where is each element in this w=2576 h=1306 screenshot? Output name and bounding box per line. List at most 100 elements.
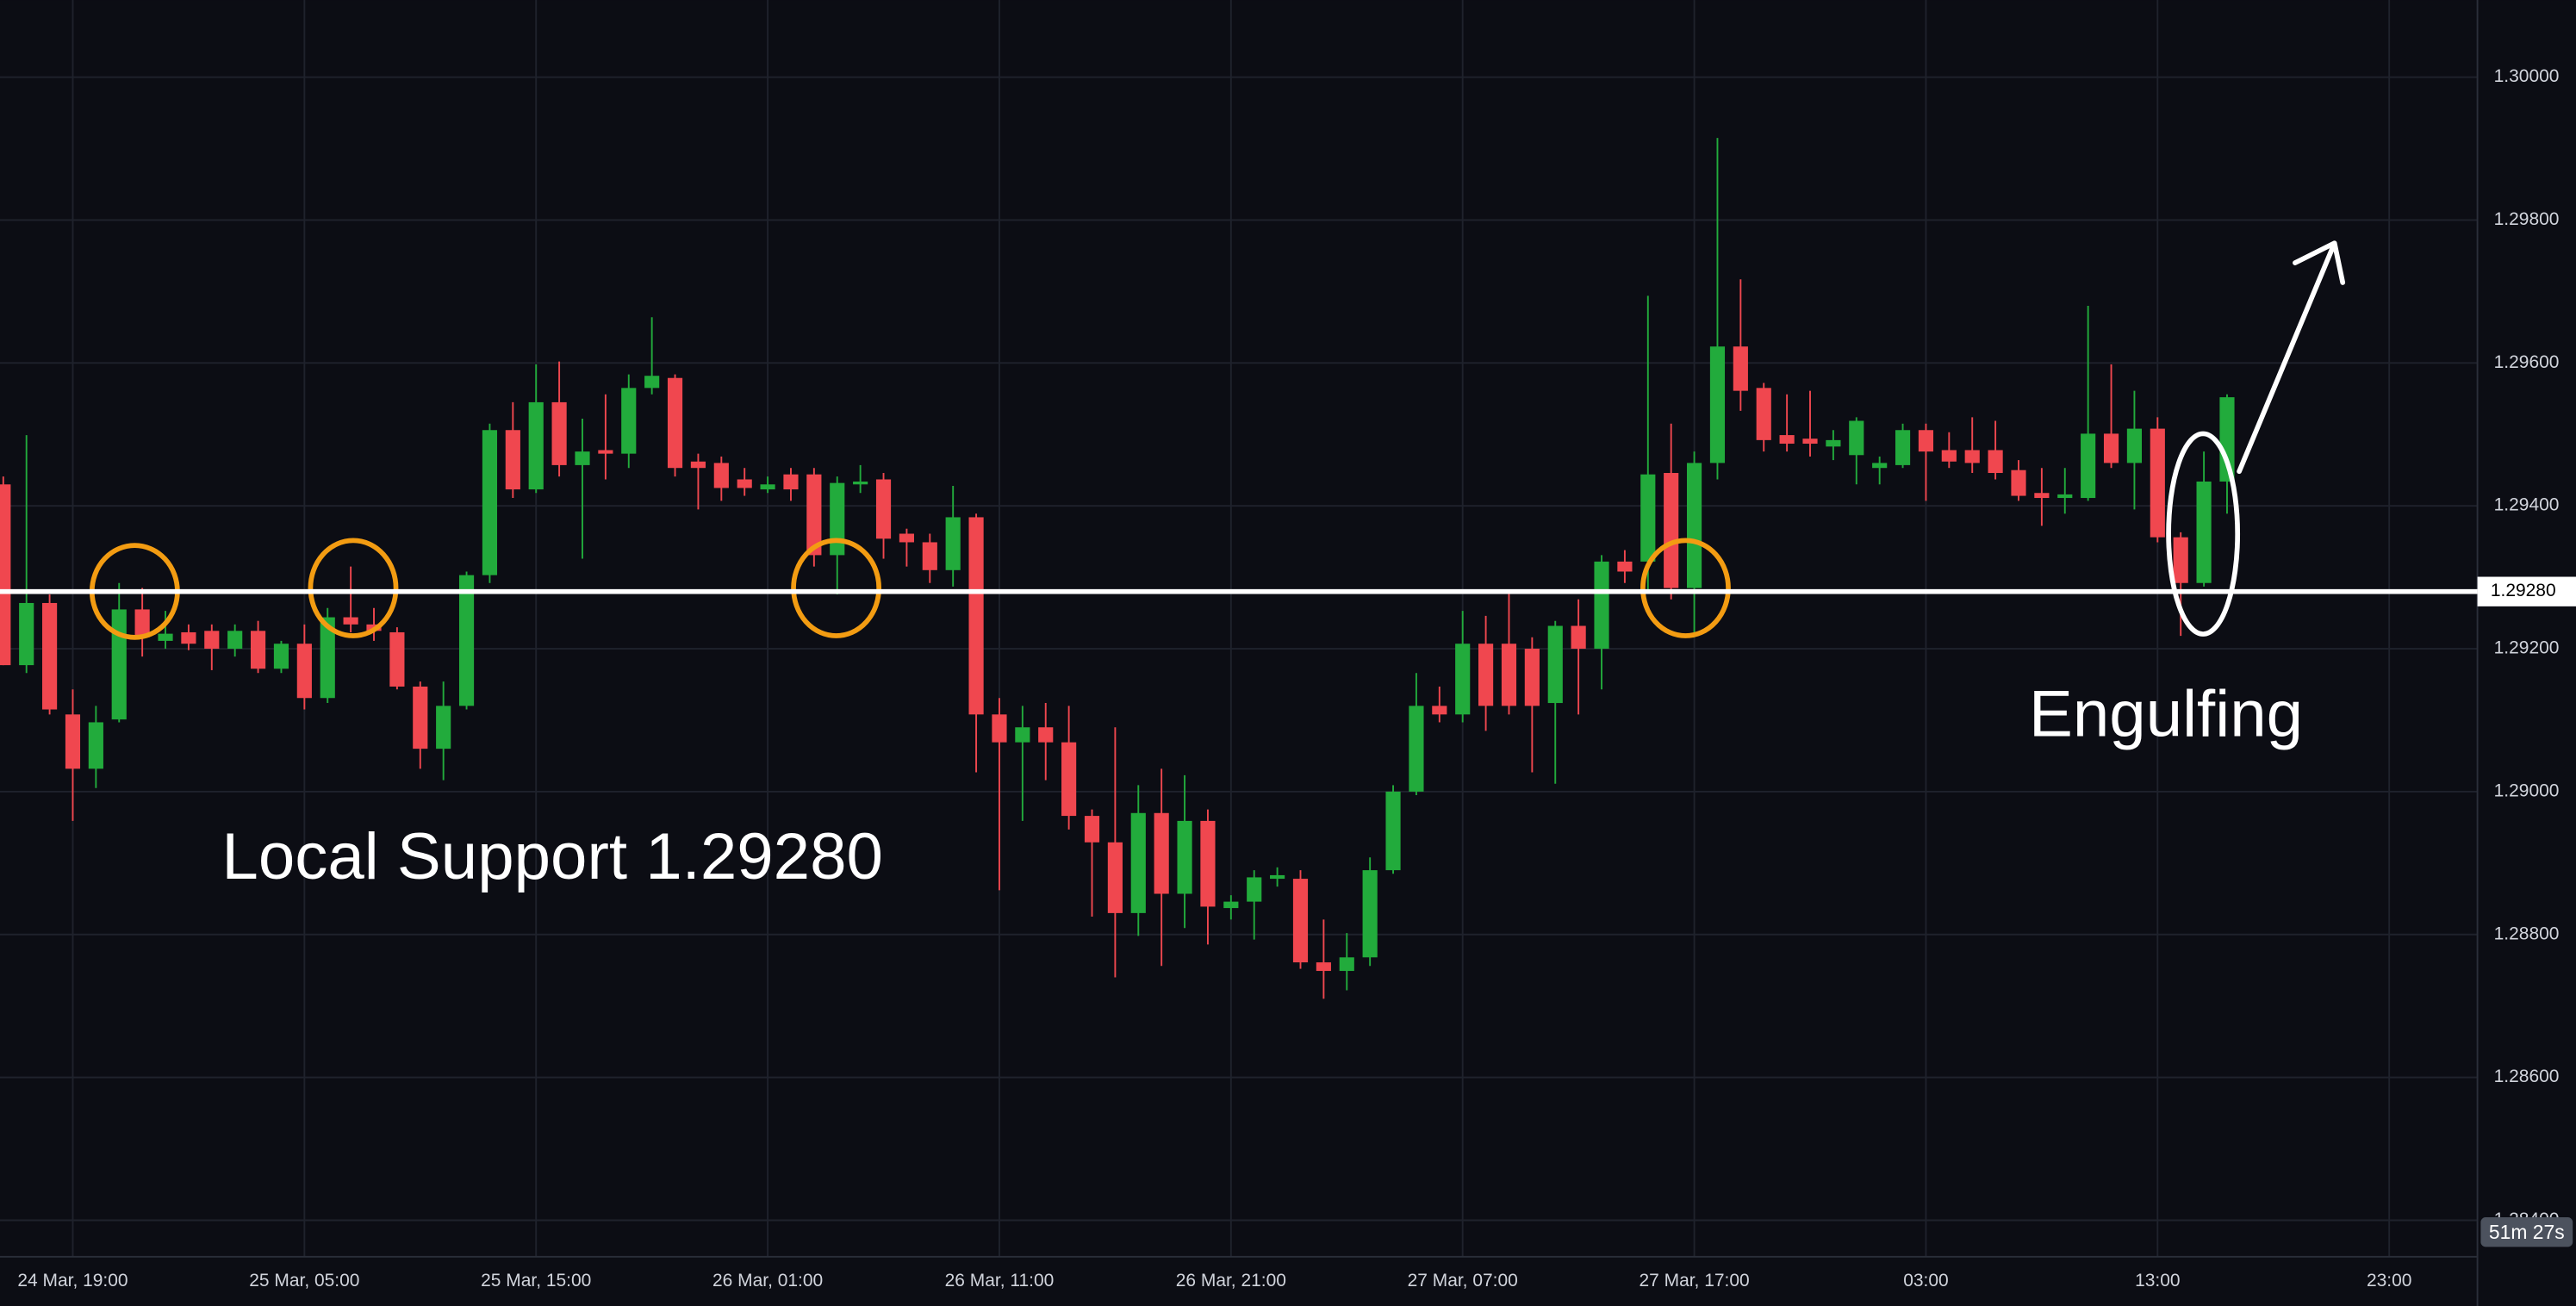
candle-body [968, 517, 984, 715]
candle-body [134, 609, 150, 637]
y-tick-label: 1.29200 [2494, 638, 2560, 658]
candle-body [1524, 649, 1540, 706]
candle-body [19, 602, 34, 666]
candle-body [1709, 346, 1726, 463]
axes: 1.284001.286001.288001.290001.292001.294… [17, 66, 2559, 1290]
candle-body [899, 533, 914, 543]
candle-body [181, 631, 196, 644]
candle-body [1385, 791, 1401, 871]
candle-body [875, 479, 892, 539]
candle-body [343, 617, 358, 625]
candle-body [1547, 625, 1563, 704]
candle-body [482, 430, 498, 575]
candle-body [1177, 820, 1192, 894]
candle-body [575, 451, 590, 465]
candle-body [505, 430, 520, 490]
candle-body [389, 631, 405, 687]
candle-body [1270, 874, 1285, 880]
candle-body [1432, 706, 1447, 715]
candle-body [42, 602, 58, 710]
candle-body [644, 376, 660, 389]
highlight-circle [1640, 538, 1731, 638]
candle-body [853, 481, 868, 485]
candle-body [204, 631, 220, 650]
highlight-circle [308, 538, 399, 638]
candle-body [1339, 957, 1354, 972]
candle-body [551, 401, 567, 465]
y-tick-label: 1.29400 [2494, 495, 2560, 515]
candle-body [2219, 397, 2235, 482]
candle-body [1941, 450, 1957, 462]
x-tick-label: 26 Mar, 21:00 [1176, 1271, 1286, 1290]
candle-body [458, 575, 475, 706]
candle-body [1409, 706, 1424, 792]
candle-body [1455, 644, 1471, 715]
candle-body [1895, 430, 1911, 465]
candle-body [1872, 463, 1888, 469]
candle-body [1200, 820, 1216, 907]
candle-body [783, 474, 799, 490]
x-tick-label: 26 Mar, 11:00 [945, 1271, 1055, 1290]
candle-body [250, 631, 266, 669]
candle-body [2126, 428, 2143, 463]
y-tick-label: 1.30000 [2494, 66, 2560, 86]
grid [0, 0, 2478, 1257]
candle-body [1988, 450, 2003, 474]
candle-body [1362, 870, 1378, 958]
x-tick-label: 25 Mar, 05:00 [249, 1271, 359, 1290]
candle-body [598, 450, 613, 454]
candle-body [1292, 879, 1309, 963]
candle-body [806, 474, 822, 556]
candle-body [1223, 901, 1239, 909]
countdown-badge [2480, 1217, 2573, 1247]
candle-body [320, 617, 335, 699]
candle-body [667, 377, 683, 469]
candle-body [1802, 438, 1818, 445]
candle-body [1316, 962, 1331, 972]
candle-body [1038, 727, 1054, 743]
candle-body [621, 388, 637, 454]
candle-body [111, 609, 127, 720]
x-tick-label: 24 Mar, 19:00 [17, 1271, 128, 1290]
x-tick-label: 25 Mar, 15:00 [481, 1271, 591, 1290]
highlight-circle [791, 538, 882, 638]
candle-body [413, 686, 428, 749]
candle-body [1084, 816, 1100, 843]
support-label-box [2477, 576, 2576, 606]
candle-body [158, 633, 173, 641]
candle-body [0, 484, 11, 666]
arrow [2237, 240, 2346, 475]
candle-body [436, 706, 451, 749]
y-tick-label: 1.29600 [2494, 352, 2560, 372]
candle-body [1733, 346, 1748, 391]
candle-body [2011, 470, 2026, 496]
candle-body [1664, 473, 1679, 588]
candles [0, 138, 2235, 999]
candle-body [528, 401, 544, 490]
y-tick-label: 1.29000 [2494, 780, 2560, 800]
candle-body [760, 484, 775, 490]
support-label: 1.29280 [2491, 581, 2556, 600]
candle-body [1130, 812, 1146, 913]
x-tick-label: 27 Mar, 17:00 [1639, 1271, 1749, 1290]
candle-body [273, 644, 289, 669]
candle-body [2150, 428, 2165, 538]
candle-body [2057, 494, 2073, 499]
annotation: Engulfing [2029, 677, 2303, 750]
candle-body [1107, 842, 1123, 913]
candle-body [1849, 420, 1864, 456]
candle-body [737, 479, 752, 488]
x-tick-label: 26 Mar, 01:00 [712, 1271, 823, 1290]
highlight-ellipse [2166, 431, 2241, 637]
candle-body [1779, 435, 1795, 445]
candle-body [2173, 537, 2188, 583]
candle-body [296, 644, 312, 699]
y-tick-label: 1.28800 [2494, 924, 2560, 943]
candle-body [1247, 877, 1262, 902]
candle-body [1617, 561, 1633, 572]
candle-body [1826, 439, 1841, 447]
candle-body [227, 631, 243, 650]
